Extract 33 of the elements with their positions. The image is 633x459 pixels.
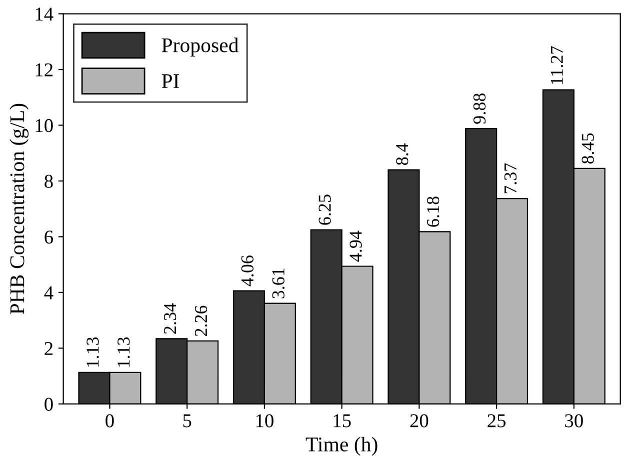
y-tick-label: 10 (36, 119, 53, 132)
data-label: 1.13 (86, 337, 99, 367)
legend-label: PI (162, 74, 180, 88)
x-tick-label: 30 (565, 414, 583, 428)
data-label: 4.94 (350, 230, 362, 262)
y-tick-label: 6 (44, 230, 53, 244)
x-tick-label: 5 (183, 414, 192, 428)
data-label: 6.18 (426, 196, 440, 227)
y-tick-label: 12 (36, 63, 53, 76)
data-label: 8.4 (396, 143, 408, 165)
data-label: 6.25 (318, 194, 331, 225)
data-label: 2.26 (194, 306, 208, 336)
data-label: 4.06 (241, 256, 254, 286)
y-tick-label: 8 (44, 174, 53, 188)
data-label: 9.88 (473, 93, 486, 124)
data-label: 8.45 (582, 133, 594, 164)
data-label: 7.37 (504, 163, 517, 194)
x-axis-title: Time (h) (306, 436, 378, 456)
data-label: 2.34 (164, 303, 176, 334)
data-label: 1.13 (118, 337, 130, 367)
y-axis-title: PHB Concentration (g/L) (10, 104, 29, 314)
y-tick-label: 4 (44, 286, 54, 300)
x-tick-label: 25 (488, 414, 506, 428)
x-tick-label: 10 (256, 414, 274, 428)
x-tick-label: 0 (106, 414, 114, 428)
legend-label: Proposed (162, 38, 239, 57)
y-tick-label: 2 (44, 342, 53, 355)
data-label: 3.61 (272, 268, 285, 298)
y-tick-label: 0 (44, 398, 53, 411)
x-tick-label: 20 (410, 414, 428, 428)
x-tick-label: 15 (334, 414, 351, 428)
y-tick-label: 14 (36, 8, 54, 21)
data-label: 11.27 (550, 46, 564, 84)
